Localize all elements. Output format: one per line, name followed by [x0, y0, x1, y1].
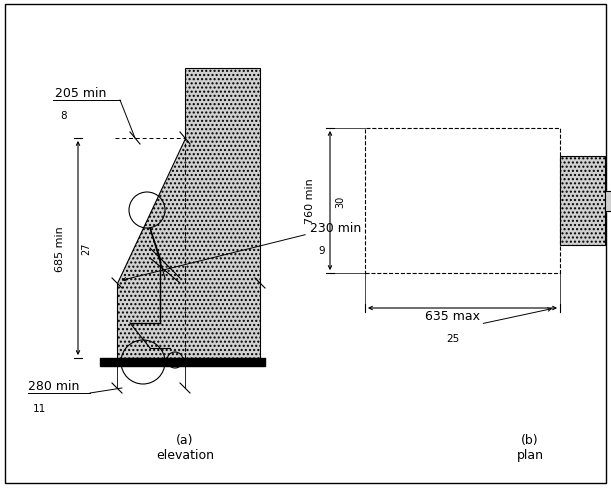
Text: 760 min: 760 min	[305, 178, 315, 224]
Text: 205 min: 205 min	[55, 87, 106, 100]
Text: 8: 8	[60, 111, 67, 121]
Text: 685 min: 685 min	[55, 225, 65, 271]
Text: 280 min: 280 min	[28, 379, 79, 392]
Text: 635 max: 635 max	[425, 309, 480, 323]
Text: 9: 9	[318, 245, 324, 256]
Text: 27: 27	[81, 242, 91, 255]
Polygon shape	[560, 157, 605, 245]
Text: (b)
plan: (b) plan	[516, 433, 544, 461]
Polygon shape	[117, 69, 260, 358]
Text: 25: 25	[446, 333, 459, 343]
Text: 11: 11	[33, 403, 46, 413]
Text: 230 min: 230 min	[310, 222, 361, 235]
Text: (a)
elevation: (a) elevation	[156, 433, 214, 461]
Text: 30: 30	[335, 195, 345, 207]
